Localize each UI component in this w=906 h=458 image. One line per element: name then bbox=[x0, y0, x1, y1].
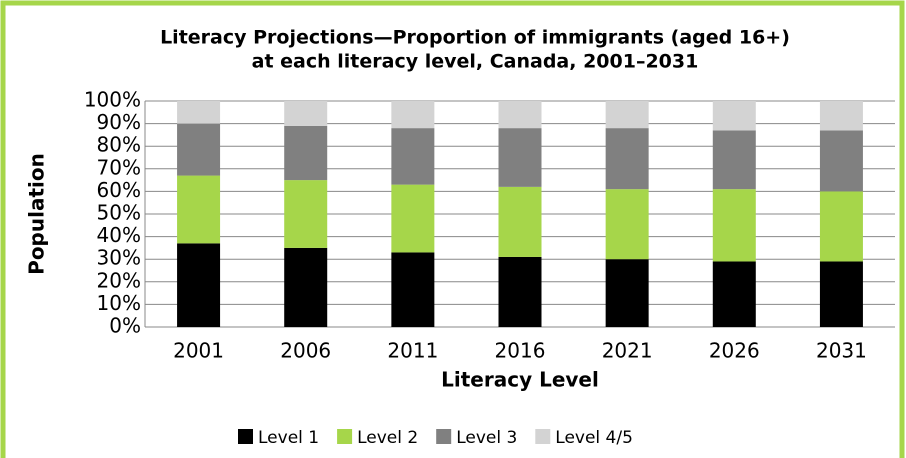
y-tick-label: 80% bbox=[97, 133, 141, 157]
y-tick-label: 100% bbox=[84, 88, 141, 112]
bar-segment bbox=[819, 261, 863, 327]
bar-segment bbox=[391, 128, 435, 185]
x-tick-label: 2021 bbox=[602, 339, 653, 363]
bar-segment bbox=[498, 128, 542, 187]
chart-title: Literacy Projections—Proportion of immig… bbox=[160, 27, 790, 49]
y-tick-label: 40% bbox=[97, 223, 141, 247]
bar-segment bbox=[605, 259, 649, 327]
y-tick-label: 90% bbox=[97, 110, 141, 134]
bar-segment bbox=[284, 247, 328, 327]
bar-segment bbox=[177, 101, 221, 124]
legend-swatch bbox=[436, 429, 452, 444]
y-tick-label: 60% bbox=[97, 178, 141, 202]
y-tick-label: 10% bbox=[97, 291, 141, 315]
bar-segment bbox=[712, 261, 756, 327]
bar-segment bbox=[391, 184, 435, 253]
bar-segment bbox=[605, 101, 649, 129]
bar-segment bbox=[819, 130, 863, 192]
y-tick-label: 0% bbox=[109, 314, 141, 338]
bar-segment bbox=[284, 180, 328, 248]
bar-segment bbox=[712, 189, 756, 262]
legend-swatch bbox=[535, 429, 551, 444]
bar-segment bbox=[605, 128, 649, 190]
bar-segment bbox=[712, 101, 756, 131]
legend-label: Level 2 bbox=[357, 428, 418, 448]
bar-segment bbox=[177, 175, 221, 244]
legend-label: Level 3 bbox=[456, 428, 517, 448]
bar-segment bbox=[391, 101, 435, 129]
x-axis-label: Literacy Level bbox=[441, 368, 599, 392]
legend-label: Level 1 bbox=[258, 428, 319, 448]
y-tick-label: 50% bbox=[97, 201, 141, 225]
bar-segment bbox=[284, 125, 328, 181]
bar-segment bbox=[498, 186, 542, 257]
bar-segment bbox=[177, 123, 221, 176]
bar-segment bbox=[284, 101, 328, 126]
bar-segment bbox=[177, 243, 221, 327]
chart-title: at each literacy level, Canada, 2001–203… bbox=[252, 51, 699, 73]
y-tick-label: 20% bbox=[97, 268, 141, 292]
legend-swatch bbox=[337, 429, 353, 444]
y-tick-label: 70% bbox=[97, 155, 141, 179]
x-tick-label: 2026 bbox=[709, 339, 760, 363]
bar-segment bbox=[498, 101, 542, 129]
bar-segment bbox=[712, 130, 756, 190]
x-tick-label: 2001 bbox=[173, 339, 224, 363]
x-tick-label: 2031 bbox=[816, 339, 867, 363]
y-axis-label: Population bbox=[25, 153, 49, 275]
bar-segment bbox=[498, 256, 542, 327]
bar-segment bbox=[819, 191, 863, 262]
bar-segment bbox=[605, 189, 649, 260]
x-tick-label: 2016 bbox=[495, 339, 546, 363]
legend-swatch bbox=[238, 429, 253, 444]
x-tick-label: 2006 bbox=[280, 339, 331, 363]
y-tick-label: 30% bbox=[97, 246, 141, 270]
bar-segment bbox=[819, 101, 863, 131]
x-tick-label: 2011 bbox=[387, 339, 438, 363]
legend-label: Level 4/5 bbox=[555, 428, 633, 448]
bar-segment bbox=[391, 252, 435, 327]
